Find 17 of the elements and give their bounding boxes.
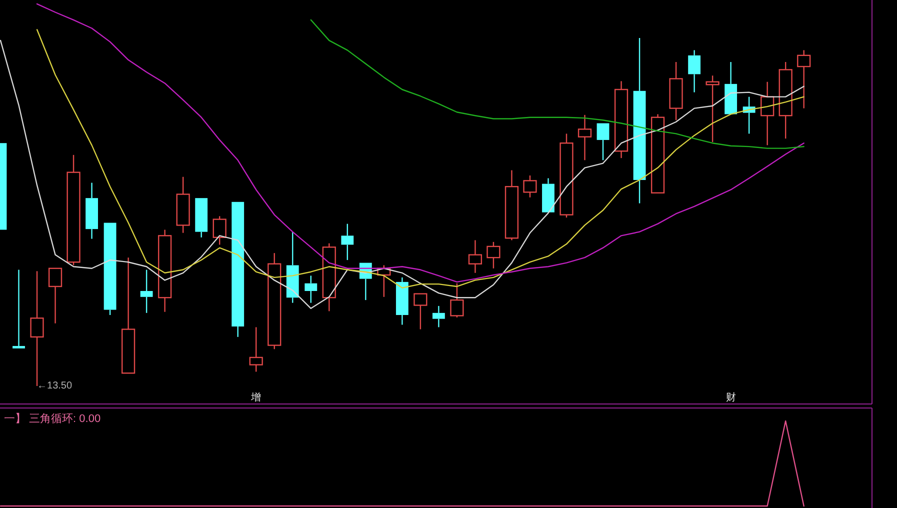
candlestick — [669, 61, 683, 121]
chart-title: 一】 三角循环: 0.00 — [4, 412, 101, 425]
candlestick — [504, 170, 519, 241]
candlestick — [688, 50, 701, 93]
candlestick — [432, 305, 445, 328]
candlestick — [633, 37, 646, 204]
candlestick — [468, 240, 482, 274]
candlestick — [140, 269, 153, 314]
candlestick — [614, 80, 628, 159]
candlestick — [396, 276, 408, 326]
x-tick-label: 财 — [726, 392, 736, 404]
candlestick — [341, 223, 354, 261]
annotation: ←13.50 — [37, 380, 72, 392]
x-tick-label: 增 — [250, 392, 262, 404]
candlestick — [578, 114, 592, 161]
candlestick — [86, 182, 98, 240]
candlestick — [158, 229, 172, 312]
